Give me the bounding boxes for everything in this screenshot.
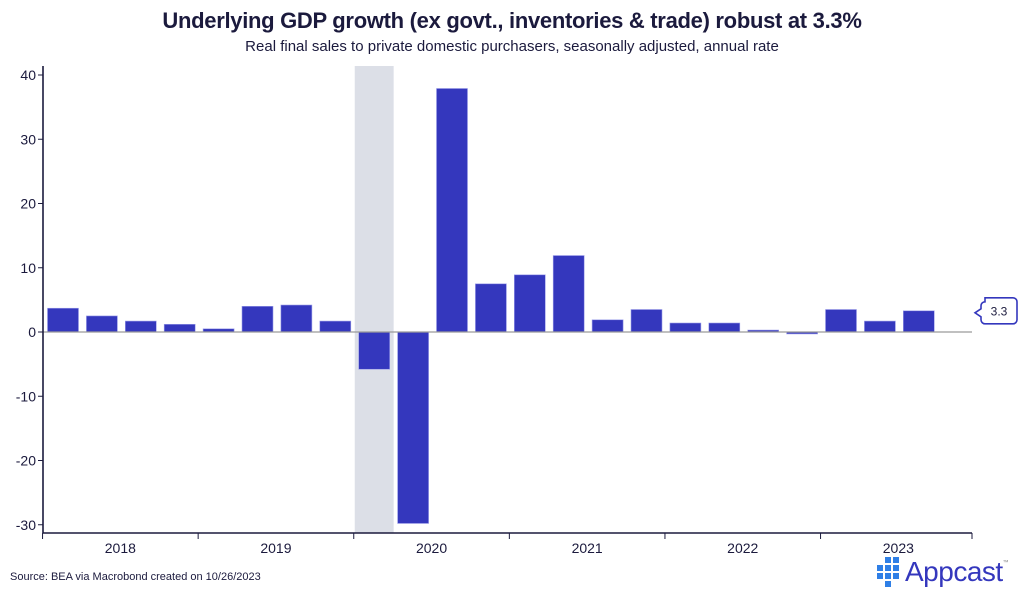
bar-2021Q3 [591, 319, 624, 333]
bar-2021Q1 [513, 274, 546, 333]
x-year-label: 2020 [416, 540, 447, 556]
y-tick-label: -10 [16, 388, 36, 404]
bar-2022Q2 [708, 322, 741, 333]
bar-2021Q2 [552, 255, 585, 333]
bar-2019Q2 [241, 305, 274, 333]
bar-2019Q3 [280, 304, 313, 333]
bar-2018Q4 [163, 323, 196, 333]
y-tick-label: 10 [20, 260, 36, 276]
bar-2021Q4 [630, 309, 663, 333]
last-value-label: 3.3 [991, 304, 1008, 318]
y-tick-label: 40 [20, 67, 36, 83]
bar-2020Q1 [358, 331, 391, 370]
x-year-label: 2018 [105, 540, 136, 556]
bars-layer [47, 88, 935, 524]
bar-2020Q2 [397, 331, 429, 524]
x-year-label: 2022 [727, 540, 758, 556]
brand-trademark: ™ [1002, 560, 1009, 566]
bar-2023Q2 [864, 320, 896, 333]
bar-2018Q1 [47, 307, 79, 333]
appcast-logo: Appcast ™ [877, 556, 1009, 588]
brand-name: Appcast [905, 556, 1003, 587]
appcast-logo-icon [877, 557, 899, 587]
y-tick-label: 30 [20, 131, 36, 147]
y-tick-label: 20 [20, 196, 36, 212]
x-year-label: 2023 [883, 540, 914, 556]
axes-layer [38, 66, 973, 539]
bar-2023Q3 [902, 310, 935, 333]
bar-2022Q1 [669, 322, 702, 333]
recession-shading [354, 66, 394, 533]
chart-title: Underlying GDP growth (ex govt., invento… [162, 8, 862, 33]
y-tick-label: -20 [16, 453, 36, 469]
bar-2020Q4 [475, 283, 507, 333]
x-year-label: 2021 [572, 540, 603, 556]
bar-2023Q1 [825, 309, 857, 333]
callout-box [973, 296, 1018, 325]
recession-shading-layer [354, 66, 394, 533]
bar-2018Q2 [86, 315, 118, 333]
x-year-label: 2019 [260, 540, 291, 556]
y-tick-label: 0 [28, 324, 36, 340]
bar-2018Q3 [125, 320, 157, 333]
source-note: Source: BEA via Macrobond created on 10/… [10, 571, 261, 583]
labels-layer: -30 -20 -10 0 10 20 30 40 2018 2019 2020 2021 2022 20… [16, 67, 1018, 556]
bar-2019Q4 [319, 320, 352, 333]
bar-2020Q3 [436, 88, 468, 333]
y-tick-label: -30 [16, 517, 36, 533]
chart-subtitle: Real final sales to private domestic pur… [245, 38, 779, 55]
last-value-callout: 3.3 [973, 296, 1018, 325]
